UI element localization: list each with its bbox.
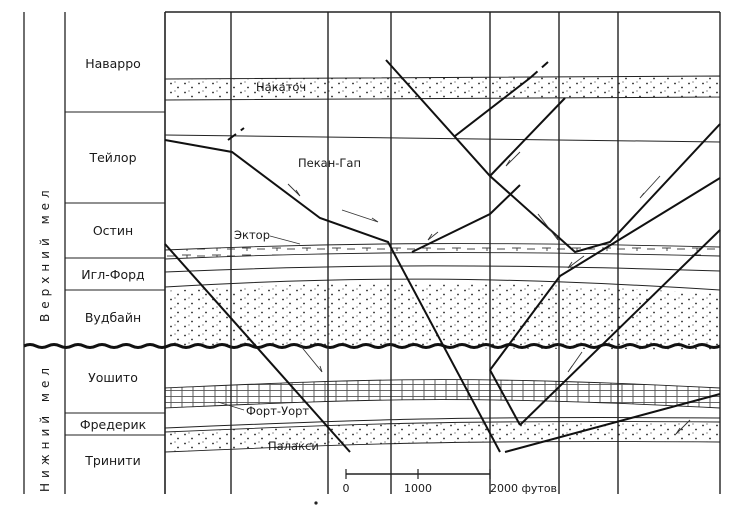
nacatoch-sand-bed (164, 75, 721, 101)
scale-tick-0: 0 (343, 482, 350, 495)
slip-arrow (505, 151, 521, 167)
fault-line (164, 243, 351, 453)
fault-line (504, 393, 721, 453)
eagle-ford-top (164, 265, 721, 273)
fault-line (411, 184, 521, 253)
slip-arrow (299, 344, 323, 373)
slip-arrow (341, 209, 379, 223)
pecan-gap-contact (164, 134, 721, 143)
scale-tick-2000: 2000 футов (490, 482, 557, 495)
austin-label: Остин (93, 223, 133, 238)
washita-label: Уошито (88, 370, 138, 385)
fault-line (529, 61, 549, 79)
fault-lines (164, 59, 721, 453)
paluxy-label: Палакси (268, 439, 319, 453)
fault-line (519, 229, 721, 426)
slip-arrow (567, 255, 585, 269)
fault-line (227, 127, 245, 141)
fredericksburg-base (164, 416, 721, 429)
fault-line (489, 369, 521, 426)
trinity-label: Тринити (84, 453, 140, 468)
fault-line (489, 97, 566, 177)
slip-arrow (287, 183, 301, 197)
navarro-label: Наварро (85, 56, 141, 71)
fault-line (489, 177, 721, 371)
strata-layers (23, 75, 721, 453)
print-speck (314, 501, 318, 505)
pecan-gap-label: Пекан-Гап (298, 156, 361, 170)
woodbine-sand-bed (165, 283, 720, 350)
eagle-ford-base (164, 278, 721, 291)
fault-line (385, 59, 721, 254)
slip-arrow (675, 419, 691, 435)
correlation-grid (165, 11, 721, 494)
scale-tick-1000: 1000 (404, 482, 432, 495)
slip-arrow (537, 213, 559, 241)
ector-marl-bed (164, 243, 721, 260)
taylor-label: Тейлор (88, 150, 136, 165)
slip-arrow (427, 231, 439, 241)
scale-bar: 0 1000 2000 футов (343, 469, 557, 495)
woodbine-label: Вудбайн (85, 310, 141, 325)
ector-label: Эктор (234, 228, 270, 242)
fault-line (454, 77, 531, 137)
fort-worth-label: Форт-Уорт (246, 404, 309, 418)
nacatoch-label: Накаточ (256, 80, 306, 94)
ector-leader (269, 235, 301, 245)
slip-arrow (639, 175, 661, 199)
slip-arrow (567, 351, 583, 373)
paluxy-sand-bed (164, 421, 721, 453)
eagle-ford-label: Игл-Форд (81, 267, 144, 282)
lower-cretaceous-label: Нижний мел (38, 363, 52, 492)
fredericksburg-label: Фредерик (80, 417, 147, 432)
slip-arrows (287, 151, 691, 435)
fault-line (164, 139, 501, 453)
fort-worth-leader (217, 401, 245, 411)
upper-cretaceous-label: Верхний мел (38, 185, 52, 322)
